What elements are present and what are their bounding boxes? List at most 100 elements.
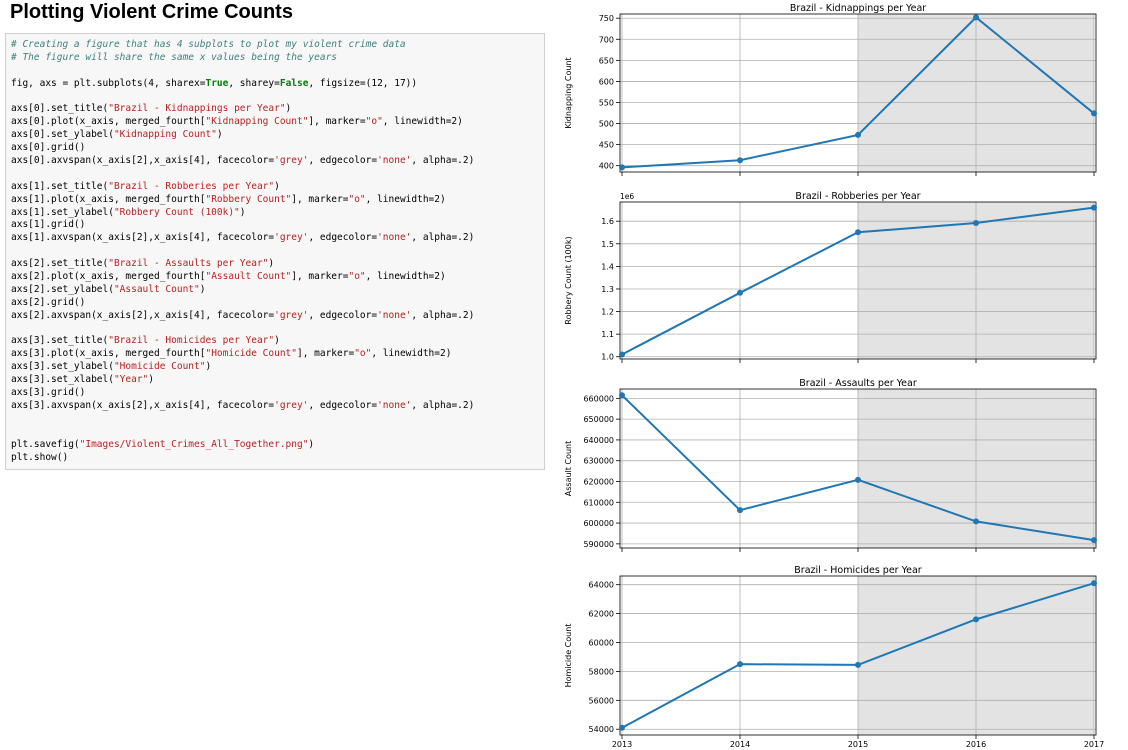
y-tick-label: 60000 bbox=[589, 638, 614, 647]
data-point bbox=[855, 661, 861, 668]
subplot-title: Brazil - Assaults per Year bbox=[799, 378, 917, 389]
code-token: "Kidnapping Count" bbox=[113, 129, 217, 141]
y-tick-label: 600000 bbox=[583, 519, 614, 528]
code-line bbox=[11, 168, 544, 181]
code-line bbox=[11, 323, 544, 336]
code-token: axs[3].set_title( bbox=[11, 335, 109, 347]
code-line bbox=[11, 413, 544, 426]
code-line: axs[1].grid() bbox=[11, 219, 544, 232]
subplot-title: Brazil - Kidnappings per Year bbox=[790, 3, 926, 14]
y-tick-label: 400 bbox=[599, 162, 614, 171]
code-token: , linewidth=2) bbox=[371, 348, 452, 360]
code-line: axs[1].plot(x_axis, merged_fourth["Robbe… bbox=[11, 194, 544, 207]
code-token: 'grey' bbox=[274, 399, 309, 411]
code-line bbox=[11, 65, 544, 78]
data-point bbox=[1091, 110, 1097, 117]
code-token: ) bbox=[308, 438, 315, 450]
y-tick-label: 1.6 bbox=[601, 217, 614, 226]
y-tick-label: 640000 bbox=[583, 436, 614, 445]
code-token: ) bbox=[216, 129, 223, 141]
y-tick-label: 650 bbox=[599, 56, 614, 65]
code-token: axs[0].axvspan(x_axis[2],x_axis[4], face… bbox=[11, 155, 275, 167]
code-token: axs[1].set_title( bbox=[11, 180, 109, 192]
axes-frame bbox=[619, 575, 1097, 736]
code-token: ) bbox=[285, 103, 292, 115]
code-token: axs[3].grid() bbox=[11, 387, 86, 399]
code-line: axs[3].plot(x_axis, merged_fourth["Homic… bbox=[11, 348, 544, 361]
code-token: ) bbox=[148, 374, 155, 386]
data-point bbox=[1091, 580, 1097, 587]
y-tick-label: 64000 bbox=[589, 581, 614, 590]
code-token: ) bbox=[205, 361, 212, 373]
code-line: axs[0].grid() bbox=[11, 142, 544, 155]
code-line: axs[1].set_title("Brazil - Robberies per… bbox=[11, 181, 544, 194]
code-token: axs[0].plot(x_axis, merged_fourth[ bbox=[11, 116, 206, 128]
y-tick-label: 700 bbox=[599, 35, 614, 44]
y-tick-label: 1.1 bbox=[601, 330, 614, 339]
code-token: axs[3].set_xlabel( bbox=[11, 374, 114, 386]
data-point bbox=[619, 724, 625, 731]
code-token: "Assault Count" bbox=[205, 271, 292, 283]
data-point bbox=[973, 220, 979, 227]
data-point bbox=[619, 351, 625, 358]
code-token: axs[1].set_ylabel( bbox=[11, 206, 114, 218]
code-token: "Assault Count" bbox=[113, 283, 200, 295]
code-token: , alpha=.2) bbox=[411, 155, 475, 167]
code-line: axs[0].set_ylabel("Kidnapping Count") bbox=[11, 129, 544, 142]
code-token: , edgecolor= bbox=[308, 309, 378, 321]
code-token: , edgecolor= bbox=[308, 399, 378, 411]
code-line bbox=[11, 426, 544, 439]
code-token: "o" bbox=[354, 348, 372, 360]
code-token: , linewidth=2) bbox=[365, 193, 446, 205]
y-tick-label: 610000 bbox=[583, 498, 614, 507]
code-line: axs[3].set_xlabel("Year") bbox=[11, 374, 544, 387]
code-token: ) bbox=[199, 283, 206, 295]
code-token: 'grey' bbox=[274, 155, 309, 167]
data-point bbox=[737, 661, 743, 668]
code-token: # The figure will share the same x value… bbox=[11, 51, 338, 63]
x-tick-label: 2013 bbox=[612, 740, 632, 749]
code-line: # Creating a figure that has 4 subplots … bbox=[11, 39, 544, 52]
subplot-title: Brazil - Homicides per Year bbox=[794, 565, 922, 576]
code-token: True bbox=[205, 77, 229, 89]
code-token: ], marker= bbox=[291, 271, 349, 283]
data-point bbox=[737, 157, 743, 164]
code-token: ) bbox=[268, 258, 275, 270]
code-token: axs[1].plot(x_axis, merged_fourth[ bbox=[11, 193, 206, 205]
x-tick-label: 2016 bbox=[966, 740, 986, 749]
notebook-heading: Plotting Violent Crime Counts bbox=[10, 1, 293, 23]
code-line: fig, axs = plt.subplots(4, sharex=True, … bbox=[11, 78, 544, 91]
code-token: ], marker= bbox=[308, 116, 366, 128]
y-tick-label: 58000 bbox=[589, 667, 614, 676]
data-point bbox=[619, 392, 625, 399]
code-line: axs[2].plot(x_axis, merged_fourth["Assau… bbox=[11, 271, 544, 284]
code-token: "Robbery Count (100k)" bbox=[113, 206, 240, 218]
code-token: "Brazil - Homicides per Year" bbox=[108, 335, 275, 347]
code-token: "Year" bbox=[113, 374, 149, 386]
code-token: "Images/Violent_Crimes_All_Together.png" bbox=[79, 438, 309, 450]
code-token: axs[2].axvspan(x_axis[2],x_axis[4], face… bbox=[11, 309, 275, 321]
y-axis-label: Homicide Count bbox=[564, 624, 573, 688]
data-point bbox=[855, 476, 861, 483]
code-line: plt.savefig("Images/Violent_Crimes_All_T… bbox=[11, 439, 544, 452]
data-point bbox=[973, 518, 979, 525]
code-cell[interactable]: # Creating a figure that has 4 subplots … bbox=[5, 33, 545, 470]
x-tick-label: 2014 bbox=[730, 740, 750, 749]
code-token: False bbox=[279, 77, 309, 89]
code-token: "Brazil - Robberies per Year" bbox=[108, 180, 275, 192]
y-tick-label: 600 bbox=[599, 77, 614, 86]
code-line bbox=[11, 91, 544, 104]
code-line: # The figure will share the same x value… bbox=[11, 52, 544, 65]
data-point bbox=[973, 14, 979, 21]
code-line: axs[3].set_ylabel("Homicide Count") bbox=[11, 361, 544, 374]
code-token: fig, axs = plt.subplots(4, sharex= bbox=[11, 77, 206, 89]
code-line: axs[2].set_title("Brazil - Assaults per … bbox=[11, 258, 544, 271]
code-line: axs[2].set_ylabel("Assault Count") bbox=[11, 284, 544, 297]
code-token: ], marker= bbox=[291, 193, 349, 205]
y-tick-label: 54000 bbox=[589, 725, 614, 734]
y-tick-label: 500 bbox=[599, 120, 614, 129]
code-token: , alpha=.2) bbox=[411, 309, 475, 321]
code-token: ) bbox=[274, 335, 280, 347]
y-tick-label: 1.0 bbox=[601, 353, 614, 362]
code-token: 'none' bbox=[377, 309, 412, 321]
